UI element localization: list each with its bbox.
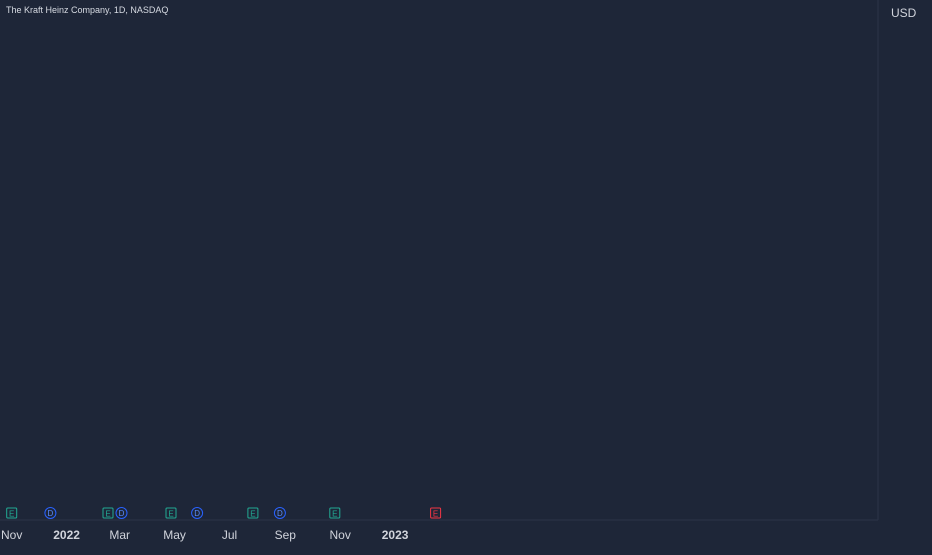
- earnings-marker-label: E: [168, 510, 173, 519]
- earnings-marker: [430, 507, 442, 519]
- earnings-marker-label: E: [433, 510, 438, 519]
- x-axis-tick-label: Jul: [222, 528, 237, 542]
- dividend-marker-label: D: [277, 509, 283, 518]
- dividend-marker: [273, 507, 286, 519]
- dividend-marker: [44, 507, 57, 519]
- x-axis-tick-label: 2022: [53, 528, 80, 542]
- dividend-marker: [115, 507, 128, 519]
- dividend-marker: [191, 507, 204, 519]
- earnings-marker: [329, 507, 341, 519]
- x-axis-tick-label: Mar: [109, 528, 130, 542]
- earnings-marker-label: E: [9, 510, 14, 519]
- x-axis-tick-label: Nov: [1, 528, 22, 542]
- earnings-marker-label: E: [250, 510, 255, 519]
- earnings-marker: [247, 507, 259, 519]
- symbol-title: The Kraft Heinz Company, 1D, NASDAQ: [6, 5, 169, 15]
- earnings-marker: [165, 507, 177, 519]
- dividend-marker-label: D: [119, 509, 125, 518]
- earnings-marker: [6, 507, 18, 519]
- earnings-marker: [102, 507, 114, 519]
- x-axis-tick-label: Nov: [330, 528, 351, 542]
- dividend-marker-label: D: [48, 509, 54, 518]
- currency-label: USD: [891, 6, 917, 20]
- earnings-marker-label: E: [332, 510, 337, 519]
- x-axis-tick-label: 2023: [382, 528, 409, 542]
- x-axis-tick-label: Sep: [275, 528, 297, 542]
- earnings-marker-label: E: [105, 510, 110, 519]
- x-axis-tick-label: May: [163, 528, 186, 542]
- dividend-marker-label: D: [194, 509, 200, 518]
